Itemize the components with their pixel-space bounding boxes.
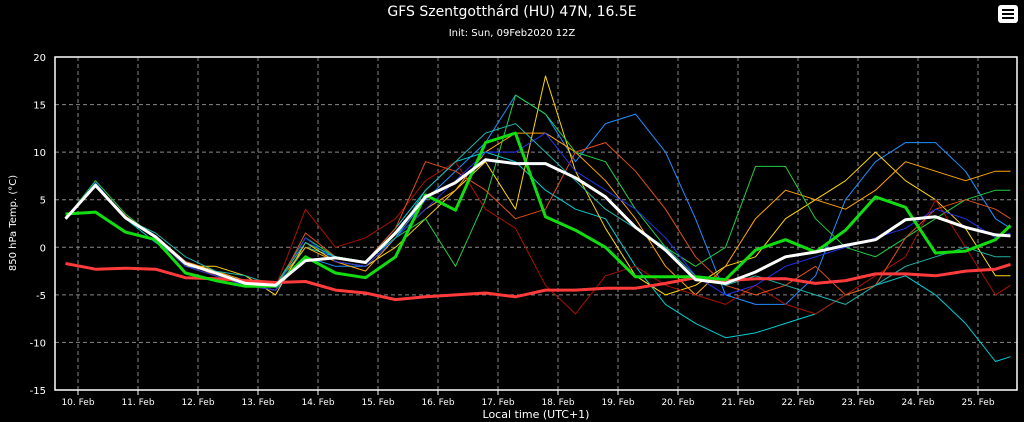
x-axis: 10. Feb 11. Feb 12. Feb 13. Feb 14. Feb 15. F…: [61, 390, 995, 408]
x-tick-label: 14. Feb: [301, 398, 334, 408]
x-tick-label: 22. Feb: [781, 398, 814, 408]
series-group: [64, 75, 1012, 362]
x-tick-label: 16. Feb: [421, 398, 454, 408]
ensemble-mean-line: [64, 158, 1011, 287]
y-axis-label: 850 hPa Temp. (°C): [8, 175, 19, 271]
x-tick-label: 10. Feb: [61, 398, 94, 408]
ensemble-member-line: [65, 151, 1011, 362]
y-tick-label: 10: [33, 148, 46, 159]
x-tick-label: 15. Feb: [361, 398, 394, 408]
x-tick-label: 11. Feb: [121, 398, 154, 408]
x-tick-label: 18. Feb: [541, 398, 574, 408]
y-tick-label: 0: [40, 243, 46, 254]
chart-subtitle: Init: Sun, 09Feb2020 12Z: [448, 28, 576, 39]
y-tick-label: -5: [36, 291, 46, 302]
ensemble-member-line: [65, 123, 1011, 305]
menu-bar: [1002, 9, 1014, 11]
y-tick-label: 20: [33, 53, 46, 64]
x-tick-label: 25. Feb: [961, 398, 994, 408]
ensemble-member-line: [65, 75, 1011, 296]
y-tick-label: 5: [40, 196, 46, 207]
menu-bar: [1002, 13, 1014, 15]
grid: [55, 57, 1017, 390]
x-tick-label: 21. Feb: [721, 398, 754, 408]
x-tick-label: 19. Feb: [601, 398, 634, 408]
y-tick-label: -15: [30, 386, 46, 397]
plot-border: [54, 56, 1018, 391]
hamburger-menu-icon[interactable]: [998, 5, 1018, 23]
y-axis: 20 15 10 5 0 -5 -10 -15: [30, 53, 46, 397]
x-tick-label: 13. Feb: [241, 398, 274, 408]
ensemble-member-line: [65, 94, 1011, 286]
y-tick-label: -10: [30, 338, 46, 349]
x-tick-label: 24. Feb: [901, 398, 934, 408]
control-run-line: [65, 131, 1012, 288]
y-tick-label: 15: [33, 101, 46, 112]
red-reference-line: [65, 262, 1011, 302]
x-tick-label: 12. Feb: [181, 398, 214, 408]
x-tick-label: 23. Feb: [841, 398, 874, 408]
menu-bar: [1002, 17, 1014, 19]
x-tick-label: 20. Feb: [661, 398, 694, 408]
x-tick-label: 17. Feb: [481, 398, 514, 408]
x-axis-label: Local time (UTC+1): [483, 408, 590, 421]
chart-title: GFS Szentgotthárd (HU) 47N, 16.5E: [387, 4, 637, 20]
